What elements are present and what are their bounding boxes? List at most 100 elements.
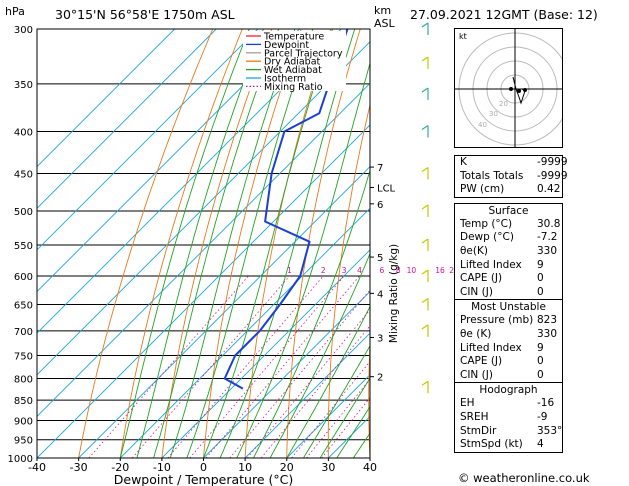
index-row: CIN (J) 0	[455, 286, 562, 300]
index-label: Lifted Index	[460, 258, 522, 271]
hodograph-plot: kt 20 30 40	[455, 29, 562, 147]
legend-label: Isotherm	[264, 74, 306, 85]
index-label: K	[460, 156, 467, 168]
index-label: Temp (°C)	[460, 217, 513, 230]
hodograph-index-title: Hodograph	[479, 384, 538, 397]
isotherm-line	[369, 457, 370, 458]
index-value: 30.8	[537, 217, 561, 230]
hodograph-ring-label: 30	[489, 110, 498, 118]
surface-title: Surface	[488, 204, 529, 217]
index-row: CAPE (J) 0	[455, 272, 562, 286]
mixing-ratio-label: 10	[407, 266, 417, 275]
mixing-ratio-line	[246, 309, 370, 458]
pressure-tick-label: 900	[14, 416, 33, 427]
dry-adiabat-line	[119, 29, 243, 458]
isotherm-line	[37, 29, 175, 168]
index-label: θe(K)	[460, 244, 488, 257]
index-value: 9	[537, 341, 544, 354]
hodograph-ring-label: 20	[499, 100, 508, 108]
height-tick-label: LCL	[377, 183, 396, 194]
index-row: θe(K) 330	[455, 245, 562, 259]
index-value: 0	[537, 368, 544, 381]
x-tick-label: 20	[280, 461, 294, 474]
index-row: EH -16	[455, 397, 562, 411]
mixing-ratio-label: 3	[342, 266, 347, 275]
wet-adiabat-line	[203, 29, 333, 458]
surface-box: Surface Temp (°C) 30.8 Dewp (°C) -7.2 θe(K…	[454, 202, 563, 300]
wind-barb-flag	[421, 324, 429, 330]
dry-adiabat-line	[203, 29, 302, 458]
index-value: 0	[537, 285, 544, 298]
index-label: θe (K)	[460, 327, 492, 340]
x-tick-label: 30	[321, 461, 335, 474]
x-tick-label: -20	[111, 461, 129, 474]
wet-adiabat-line	[169, 29, 296, 458]
wind-barb-flag	[421, 238, 429, 244]
index-row: SREH -9	[455, 411, 562, 425]
isotherm-line	[37, 124, 370, 458]
index-value: 4	[537, 438, 544, 451]
wind-barb-flag	[421, 380, 429, 386]
hodograph-panel: kt 20 30 40	[454, 28, 563, 148]
height-unit-km: km	[374, 4, 392, 17]
isotherm-line	[37, 29, 300, 293]
x-axis-label: Dewpoint / Temperature (°C)	[114, 472, 293, 486]
height-tick-label: 5	[377, 253, 383, 264]
dry-adiabat-line	[161, 29, 273, 458]
wet-adiabat-line	[269, 252, 370, 458]
index-row: Pressure (mb) 823	[455, 314, 562, 328]
pressure-tick-label: 350	[14, 80, 33, 91]
mixing-ratio-label: 6	[379, 266, 384, 275]
legend-label: Wet Adiabat	[264, 65, 322, 76]
index-value: 330	[537, 327, 558, 340]
pressure-tick-label: 1000	[8, 454, 33, 465]
index-label: Lifted Index	[460, 341, 522, 354]
mixing-ratio-label: 4	[357, 266, 362, 275]
wet-adiabat-line	[387, 29, 454, 458]
index-value: 0.42	[537, 183, 561, 196]
skewt-chart: 3003504004505005506006507007508008509009…	[8, 22, 454, 486]
hodograph-ring-label: 40	[478, 121, 487, 129]
mixing-ratio-label: 16	[435, 266, 445, 275]
index-row: θe (K) 330	[455, 328, 562, 342]
footer-credit: © weatheronline.co.uk	[458, 471, 590, 485]
index-label: CIN (J)	[460, 285, 493, 298]
index-value: -16	[537, 397, 555, 410]
wind-barb-flag	[421, 125, 429, 131]
pressure-tick-label: 700	[14, 327, 33, 338]
wet-adiabat-line	[136, 29, 264, 458]
mixing-ratio-line	[131, 275, 290, 458]
wind-barb-flag	[421, 166, 429, 172]
index-label: Dewp (°C)	[460, 231, 514, 244]
pressure-tick-label: 500	[14, 207, 33, 218]
index-value: -9	[537, 410, 548, 423]
hodograph-point	[517, 89, 521, 93]
wet-adiabat-line	[303, 344, 370, 458]
index-label: StmDir	[460, 424, 497, 437]
wet-adiabat-line	[336, 405, 370, 458]
x-tick-label: 10	[238, 461, 252, 474]
mixing-ratio-label: 20	[449, 266, 454, 275]
pressure-tick-label: 800	[14, 374, 33, 385]
dry-adiabat-line	[446, 29, 454, 458]
pressure-tick-label: 450	[14, 169, 33, 180]
isotherm-line	[412, 29, 454, 458]
isotherm-line	[161, 249, 370, 458]
dry-adiabat-line	[78, 29, 214, 458]
indices-top-box: K -9999 Totals Totals -9999 PW (cm) 0.42	[454, 155, 568, 198]
axes: 3003504004505005506006507007508008509009…	[8, 25, 454, 486]
index-value: 823	[537, 314, 558, 327]
index-label: Totals Totals	[460, 169, 524, 182]
pressure-tick-label: 750	[14, 351, 33, 362]
height-tick-label: 7	[377, 163, 383, 174]
index-row: K -9999	[455, 156, 568, 170]
wind-barb-flag	[421, 298, 429, 304]
index-row: CAPE (J) 0	[455, 355, 562, 369]
pressure-tick-label: 400	[14, 128, 33, 139]
dry-adiabat-line	[327, 103, 370, 458]
isotherm-line	[119, 207, 370, 458]
wet-adiabat-line	[286, 305, 370, 458]
index-label: CAPE (J)	[460, 272, 503, 285]
pressure-tick-label: 850	[14, 396, 33, 407]
